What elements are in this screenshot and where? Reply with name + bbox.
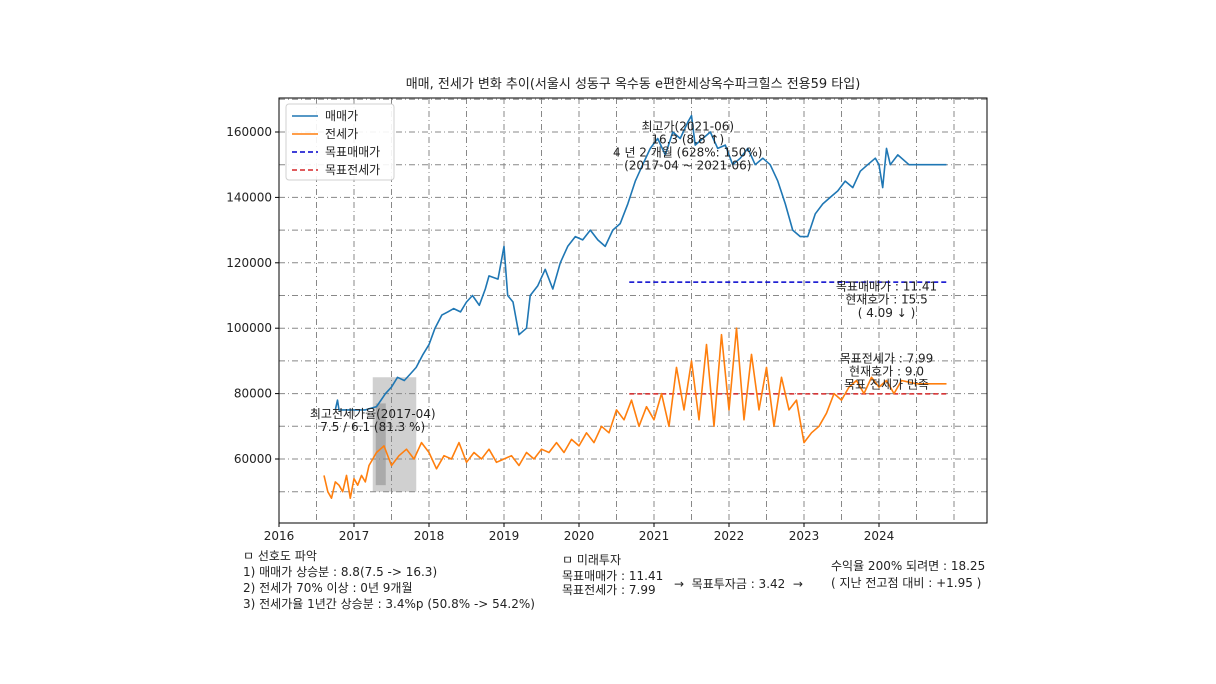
- x-tick-label: 2024: [864, 529, 895, 543]
- legend-box: [285, 103, 395, 181]
- legend-label: 매매가: [325, 109, 358, 123]
- series-sale-line: [334, 114, 947, 411]
- annotation-text: 16.3 (8.8 ↑): [651, 132, 724, 146]
- y-tick-label: 140000: [226, 190, 272, 204]
- annotation-text: 현재호가 : 9.0: [849, 365, 924, 379]
- y-tick-label: 160000: [226, 125, 272, 139]
- legend-label: 목표전세가: [325, 163, 380, 177]
- footer-left-title: ㅁ 선호도 파악: [243, 549, 317, 563]
- x-tick-label: 2016: [264, 529, 295, 543]
- x-tick-label: 2017: [339, 529, 370, 543]
- annotation-text: 4 년 2 개월 (628%: 150%): [613, 146, 762, 160]
- footer-left-line3: 3) 전세가율 1년간 상승분 : 3.4%p (50.8% -> 54.2%): [243, 597, 535, 611]
- footer-middle-arrow: → 목표투자금 : 3.42 →: [674, 577, 803, 591]
- annotation-text: 목표 전세가 만족: [844, 378, 929, 392]
- plot-frame: [278, 97, 988, 524]
- series-jeonse-line: [323, 327, 947, 500]
- footer-left-line1: 1) 매매가 상승분 : 8.8(7.5 -> 16.3): [243, 565, 438, 579]
- footer-right-line2: ( 지난 전고점 대비 : +1.95 ): [831, 576, 982, 590]
- shaded-region-inner: [375, 403, 386, 486]
- y-tick-label: 80000: [234, 387, 272, 401]
- x-tick-label: 2022: [714, 529, 745, 543]
- x-tick-label: 2020: [564, 529, 595, 543]
- x-tick-label: 2019: [489, 529, 520, 543]
- x-tick-label: 2021: [639, 529, 670, 543]
- legend-label: 전세가: [325, 127, 358, 141]
- annotation-text: ( 4.09 ↓ ): [858, 306, 916, 320]
- annotation-text: 목표매매가 : 11.41: [836, 280, 937, 294]
- chart-title: 매매, 전세가 변화 추이(서울시 성동구 옥수동 e편한세상옥수파크힐스 전용…: [406, 77, 861, 92]
- legend-label: 목표매매가: [325, 145, 380, 159]
- footer-right-line1: 수익율 200% 되려면 : 18.25: [831, 559, 986, 573]
- annotation-text: 7.5 / 6.1 (81.3 %): [320, 420, 425, 434]
- footer-middle-line2: 목표전세가 : 7.99: [562, 583, 656, 597]
- footer-middle-line1: 목표매매가 : 11.41: [562, 569, 664, 583]
- annotation-text: 목표전세가 : 7.99: [840, 352, 934, 366]
- annotation-text: (2017-04 ~ 2021-06): [624, 159, 751, 173]
- footer-left-line2: 2) 전세가 70% 이상 : 0년 9개월: [243, 581, 413, 595]
- x-tick-label: 2023: [789, 529, 820, 543]
- annotation-text: 최고전세가율(2017-04): [310, 407, 436, 421]
- annotation-text: 최고가(2021-06): [641, 119, 734, 133]
- y-tick-label: 120000: [226, 256, 272, 270]
- footer-middle-title: ㅁ 미래투자: [562, 553, 622, 567]
- x-tick-label: 2018: [414, 529, 445, 543]
- annotation-text: 현재호가 : 15.5: [845, 293, 928, 307]
- y-tick-label: 100000: [226, 321, 272, 335]
- y-tick-label: 60000: [234, 452, 272, 466]
